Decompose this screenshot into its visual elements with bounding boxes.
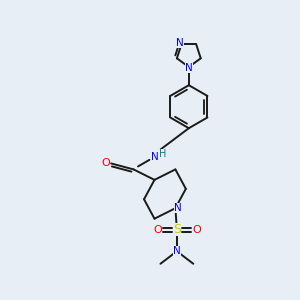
Text: N: N — [151, 152, 158, 163]
Text: S: S — [173, 223, 181, 236]
Text: N: N — [174, 203, 182, 213]
Text: O: O — [192, 225, 201, 235]
Text: H: H — [159, 148, 167, 159]
Text: N: N — [185, 64, 193, 74]
Text: O: O — [153, 225, 162, 235]
Text: N: N — [176, 38, 184, 48]
Text: N: N — [173, 246, 181, 256]
Text: O: O — [101, 158, 110, 168]
